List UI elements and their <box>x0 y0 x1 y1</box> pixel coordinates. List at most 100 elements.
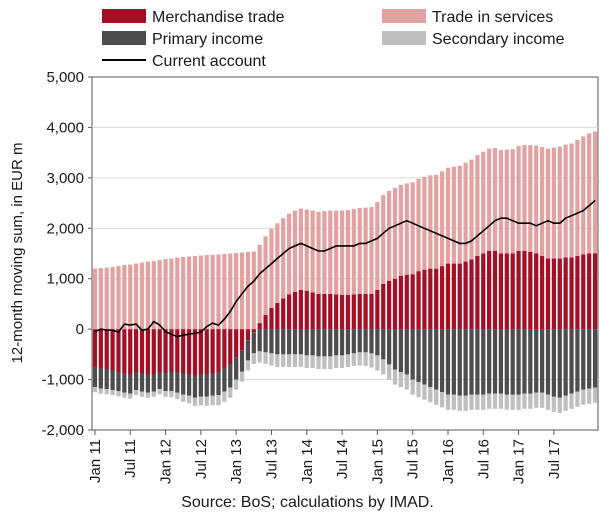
bar-primary-income <box>545 329 551 395</box>
bar-secondary-income <box>375 355 380 371</box>
plot-frame <box>91 76 599 431</box>
bar-primary-income <box>222 368 227 392</box>
bar-primary-income <box>445 329 451 395</box>
bar-primary-income <box>592 329 598 388</box>
bar-trade-in-services <box>563 144 568 258</box>
bar-trade-in-services <box>510 149 515 254</box>
bar-primary-income <box>198 374 203 397</box>
bar-secondary-income <box>339 355 345 368</box>
bar-trade-in-services <box>228 253 233 330</box>
bar-secondary-income <box>404 374 409 390</box>
bar-merchandise-trade <box>592 253 598 330</box>
bar-merchandise-trade <box>398 275 404 330</box>
bar-secondary-income <box>492 393 498 409</box>
legend-label-secondary-income: Secondary income <box>432 31 565 48</box>
bar-secondary-income <box>516 394 521 410</box>
bar-merchandise-trade <box>128 329 133 375</box>
bar-trade-in-services <box>522 145 527 251</box>
bar-merchandise-trade <box>298 289 303 330</box>
bar-merchandise-trade <box>234 329 239 358</box>
bar-primary-income <box>175 372 180 393</box>
legend: Merchandise trade Trade in services Primar… <box>102 9 565 70</box>
bar-secondary-income <box>434 389 439 405</box>
bar-trade-in-services <box>310 210 315 293</box>
bar-trade-in-services <box>451 166 456 264</box>
bar-merchandise-trade <box>475 256 480 330</box>
bar-primary-income <box>310 329 315 356</box>
bar-trade-in-services <box>192 256 198 330</box>
bar-primary-income <box>363 329 368 353</box>
bar-merchandise-trade <box>392 278 398 330</box>
bar-secondary-income <box>410 379 415 395</box>
bar-trade-in-services <box>439 171 445 267</box>
bar-merchandise-trade <box>481 253 486 330</box>
plot-area <box>91 76 599 431</box>
bar-secondary-income <box>422 384 427 400</box>
bar-trade-in-services <box>239 252 245 330</box>
legend-swatch-trade-in-services <box>382 9 426 23</box>
bar-primary-income <box>251 332 256 354</box>
bar-merchandise-trade <box>510 253 515 330</box>
bar-trade-in-services <box>110 267 115 330</box>
legend-swatch-merchandise-trade <box>102 9 146 23</box>
y-tick-label: 1,000 <box>46 271 84 288</box>
bar-secondary-income <box>98 388 103 394</box>
bar-trade-in-services <box>528 145 533 252</box>
bar-merchandise-trade <box>375 289 380 330</box>
bar-secondary-income <box>186 395 192 404</box>
bar-merchandise-trade <box>522 250 527 330</box>
bar-merchandise-trade <box>228 329 233 365</box>
current-account-line <box>94 199 596 338</box>
bar-trade-in-services <box>375 202 380 290</box>
bar-trade-in-services <box>404 183 409 275</box>
bar-primary-income <box>498 329 504 394</box>
bar-merchandise-trade <box>275 302 280 330</box>
bar-primary-income <box>339 329 345 356</box>
legend-label-trade-in-services: Trade in services <box>432 9 553 26</box>
bar-secondary-income <box>545 394 551 410</box>
bar-secondary-income <box>316 356 321 369</box>
bar-primary-income <box>257 329 262 352</box>
bar-primary-income <box>204 374 209 397</box>
bar-primary-income <box>122 373 127 393</box>
bar-trade-in-services <box>351 209 356 295</box>
bar-secondary-income <box>504 394 509 410</box>
x-tick-label: Jul 13 <box>264 439 281 479</box>
bar-primary-income <box>404 329 409 375</box>
bar-secondary-income <box>175 392 180 400</box>
bar-secondary-income <box>439 392 445 408</box>
bar-trade-in-services <box>345 210 351 295</box>
bar-trade-in-services <box>257 244 262 324</box>
bar-trade-in-services <box>251 251 256 330</box>
bar-secondary-income <box>563 395 568 411</box>
bar-trade-in-services <box>387 190 392 281</box>
bar-primary-income <box>551 329 556 397</box>
legend-swatch-secondary-income <box>382 31 426 45</box>
bar-secondary-income <box>428 387 433 403</box>
bar-merchandise-trade <box>328 293 333 330</box>
legend-label-primary-income: Primary income <box>152 31 263 48</box>
bar-merchandise-trade <box>181 329 186 374</box>
bar-trade-in-services <box>428 175 433 269</box>
bar-secondary-income <box>557 397 562 413</box>
bar-secondary-income <box>169 391 174 398</box>
bar-secondary-income <box>328 356 333 369</box>
bar-secondary-income <box>551 396 556 412</box>
bar-secondary-income <box>528 393 533 409</box>
x-tick-label: Jul 14 <box>334 439 351 479</box>
y-axis: -2,000 -1,000 0 1,000 2,000 3,000 4,000 5,000 <box>41 69 92 439</box>
bar-trade-in-services <box>92 268 98 330</box>
bar-secondary-income <box>122 392 127 398</box>
source-note: Source: BoS; calculations by IMAD. <box>181 494 434 511</box>
bar-trade-in-services <box>245 251 251 330</box>
bar-merchandise-trade <box>122 329 127 374</box>
bar-primary-income <box>463 329 468 396</box>
bar-merchandise-trade <box>534 253 539 330</box>
bar-secondary-income <box>128 393 133 399</box>
bar-trade-in-services <box>269 228 274 308</box>
bar-primary-income <box>298 329 303 355</box>
bar-primary-income <box>522 329 527 394</box>
bar-primary-income <box>410 329 415 380</box>
bar-secondary-income <box>357 352 362 366</box>
